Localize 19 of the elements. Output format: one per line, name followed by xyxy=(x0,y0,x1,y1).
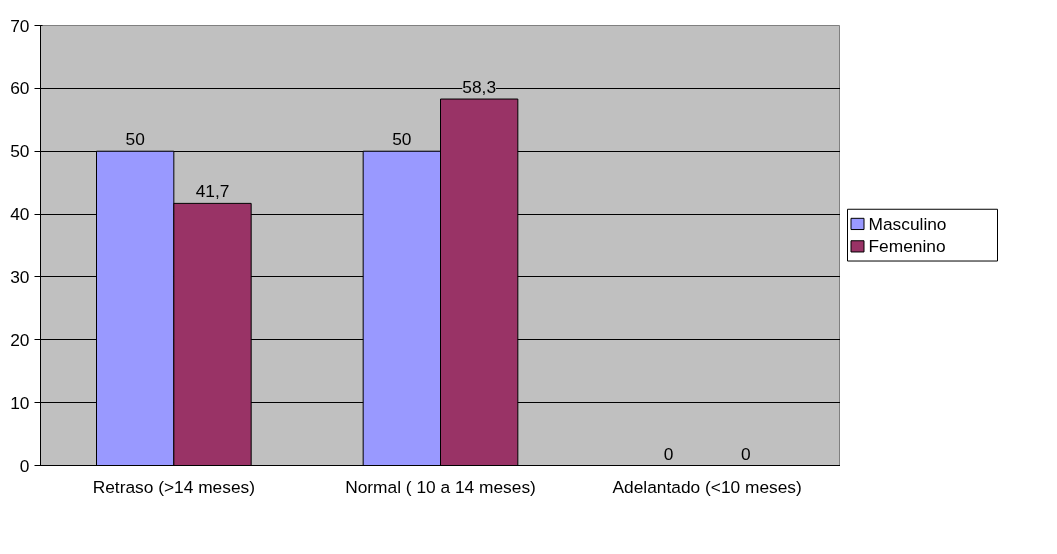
data-label: 0 xyxy=(663,443,674,464)
data-label: 50 xyxy=(125,129,145,150)
y-tick-label: 10 xyxy=(10,392,30,413)
x-tick-label: Adelantado (<10 meses) xyxy=(612,476,802,497)
legend-label: Masculino xyxy=(868,213,947,234)
data-label: 0 xyxy=(741,443,751,464)
x-tick-label: Retraso (>14 meses) xyxy=(92,476,255,497)
data-label: 50 xyxy=(392,129,412,150)
y-tick-label: 40 xyxy=(10,204,30,225)
x-tick-label: Normal ( 10 a 14 meses) xyxy=(345,476,536,497)
data-label: 58,3 xyxy=(462,77,497,98)
y-tick-label: 50 xyxy=(10,141,30,162)
y-tick-label: 20 xyxy=(10,329,30,350)
y-tick-label: 70 xyxy=(10,15,30,36)
y-tick-label: 60 xyxy=(10,78,30,99)
y-tick-label: 0 xyxy=(19,455,30,476)
legend-label: Femenino xyxy=(868,236,946,257)
y-tick-label: 30 xyxy=(10,266,30,287)
data-label: 41,7 xyxy=(195,181,230,202)
